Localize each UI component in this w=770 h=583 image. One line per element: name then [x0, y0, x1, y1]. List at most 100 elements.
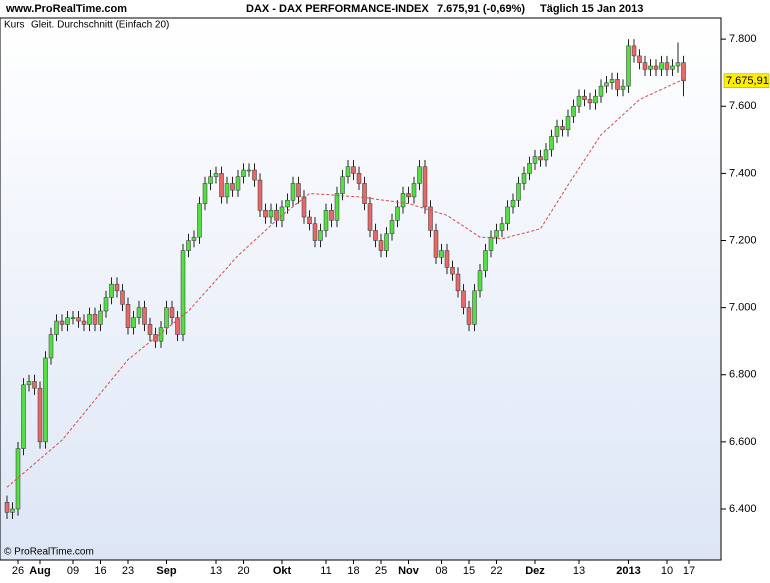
candle-body	[565, 116, 571, 131]
candle-body	[384, 233, 389, 251]
candle-body	[125, 304, 131, 329]
candle-body	[576, 95, 582, 107]
candle-body	[637, 55, 642, 63]
legend-ma: Gleit. Durchschnitt (Einfach 20)	[31, 20, 169, 31]
x-tick-label: 26	[12, 565, 24, 577]
candle-body	[373, 230, 378, 241]
candle-body	[505, 206, 510, 224]
candle-body	[400, 193, 406, 208]
candle-body	[136, 307, 142, 318]
candle-body	[615, 79, 620, 90]
candle-body	[362, 183, 367, 204]
candle-body	[428, 206, 433, 231]
legend-price: Kurs	[4, 20, 25, 31]
candle-body	[323, 210, 329, 231]
candle-body	[648, 65, 653, 70]
x-tick-label: 23	[122, 565, 134, 577]
candle-body	[532, 156, 538, 164]
y-tick-label: 7.000	[729, 302, 757, 314]
candle-body	[285, 199, 290, 208]
candle-body	[367, 203, 373, 231]
candle-body	[571, 106, 576, 117]
candle-body	[582, 95, 587, 100]
x-tick-label: 10	[661, 565, 673, 577]
candle-body	[131, 317, 136, 329]
candle-body	[70, 317, 76, 319]
candle-body	[642, 62, 648, 70]
candle-body	[301, 196, 307, 218]
candle-body	[202, 183, 208, 204]
candle-body	[219, 173, 224, 198]
candle-body	[587, 99, 593, 104]
candle-body	[593, 95, 598, 104]
candle-body	[81, 320, 87, 325]
candle-body	[598, 85, 604, 97]
last-price-box	[723, 73, 770, 89]
candle-body	[549, 136, 554, 151]
candle-body	[461, 290, 466, 308]
candle-body	[670, 65, 675, 70]
x-tick-label: Nov	[398, 565, 420, 577]
x-tick-label: 17	[683, 565, 695, 577]
candle-body	[224, 183, 230, 198]
y-tick-label: 6.800	[729, 369, 757, 381]
candle-body	[98, 310, 103, 325]
candle-body	[389, 220, 395, 235]
candle-body	[554, 126, 560, 137]
candle-body	[252, 169, 257, 181]
x-tick-label: 08	[435, 565, 447, 577]
last-price-label: 7.675,91	[726, 75, 769, 87]
candle-body	[417, 166, 422, 184]
candle-body	[175, 317, 180, 335]
x-tick-label: 13	[573, 565, 585, 577]
candle-body	[510, 199, 516, 208]
candle-body	[422, 166, 428, 208]
chart-subtitle: 7.675,91 (-0,69%)	[437, 3, 525, 15]
candle-body	[307, 216, 312, 224]
candle-body	[659, 62, 664, 70]
candle-body	[120, 290, 125, 305]
plot	[4, 39, 686, 520]
candle-body	[411, 183, 417, 198]
candle-body	[4, 502, 10, 513]
candle-body	[213, 173, 219, 177]
candle-body	[488, 236, 494, 251]
candle-body	[76, 317, 81, 322]
x-tick-label: 18	[347, 565, 359, 577]
candle-body	[527, 163, 532, 174]
copyright: © ProRealTime.com	[4, 547, 94, 558]
candle-body	[406, 193, 411, 198]
candle-body	[290, 183, 296, 201]
candle-body	[268, 210, 274, 218]
candle-body	[329, 210, 334, 221]
candle-body	[455, 273, 461, 292]
candle-body	[32, 381, 37, 389]
candle-body	[356, 173, 362, 184]
candle-body	[186, 240, 191, 251]
candle-body	[560, 126, 565, 131]
candle-body	[15, 448, 21, 510]
x-tick-label: Dez	[525, 565, 545, 577]
candle-body	[626, 45, 631, 87]
y-tick-label: 7.800	[729, 33, 757, 45]
x-tick-label: Aug	[29, 565, 50, 577]
candle-body	[92, 314, 98, 325]
y-tick-label: 7.400	[729, 167, 757, 179]
x-tick-label: 2013	[616, 565, 640, 577]
candle-body	[208, 176, 213, 184]
period: Täglich 15 Jan 2013	[540, 3, 643, 15]
candle-body	[483, 250, 488, 271]
candle-body	[114, 283, 120, 292]
candle-body	[334, 193, 340, 221]
candle-body	[631, 45, 637, 57]
candle-body	[664, 62, 670, 70]
candle-body	[345, 166, 351, 177]
candle-body	[433, 230, 439, 258]
candle-body	[103, 297, 109, 312]
candle-body	[296, 183, 301, 198]
candle-body	[675, 62, 681, 67]
candle-body	[191, 236, 197, 241]
x-tick-label: 13	[210, 565, 222, 577]
candle-body	[450, 267, 455, 275]
candle-body	[444, 250, 450, 268]
